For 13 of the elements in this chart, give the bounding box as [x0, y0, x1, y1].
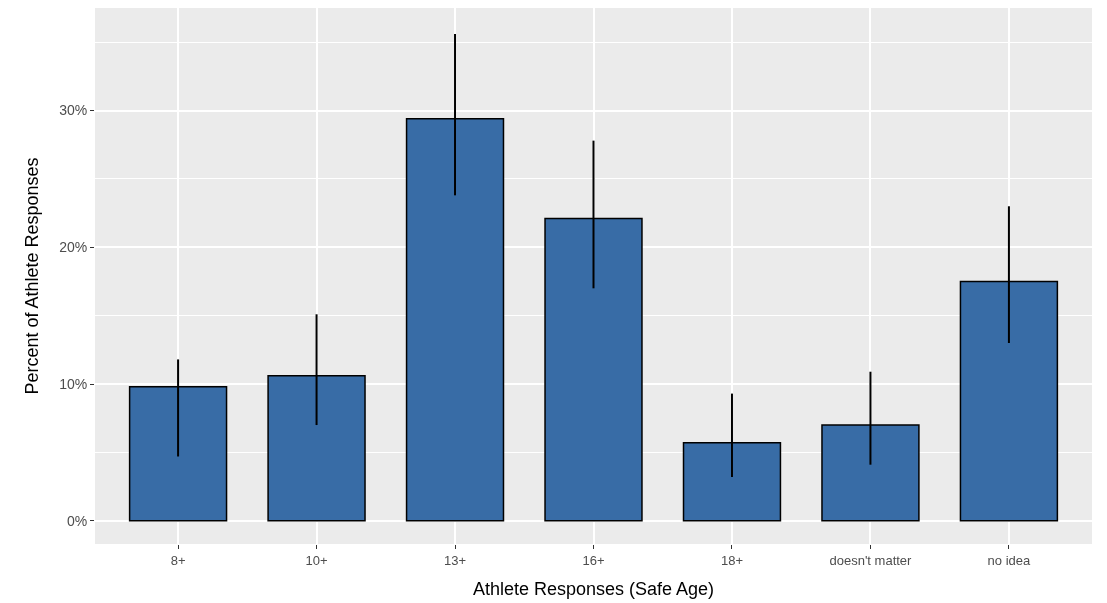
x-tick-label: 13+: [444, 552, 467, 568]
x-tick-label: 8+: [170, 552, 186, 568]
y-tick-label: 0%: [66, 512, 88, 529]
x-tick-label: 16+: [582, 552, 605, 568]
y-tick-label: 30%: [59, 102, 88, 119]
x-tick-label: 10+: [305, 552, 328, 568]
x-tick-label: 18+: [720, 552, 743, 568]
x-tick-label: doesn't matter: [829, 552, 913, 568]
x-tick-label: no idea: [987, 552, 1032, 568]
y-axis-title: Percent of Athlete Responses: [22, 157, 43, 395]
y-tick-label: 10%: [59, 375, 88, 392]
y-tick-label: 20%: [59, 239, 88, 256]
x-axis-title: Athlete Responses (Safe Age): [472, 578, 715, 599]
